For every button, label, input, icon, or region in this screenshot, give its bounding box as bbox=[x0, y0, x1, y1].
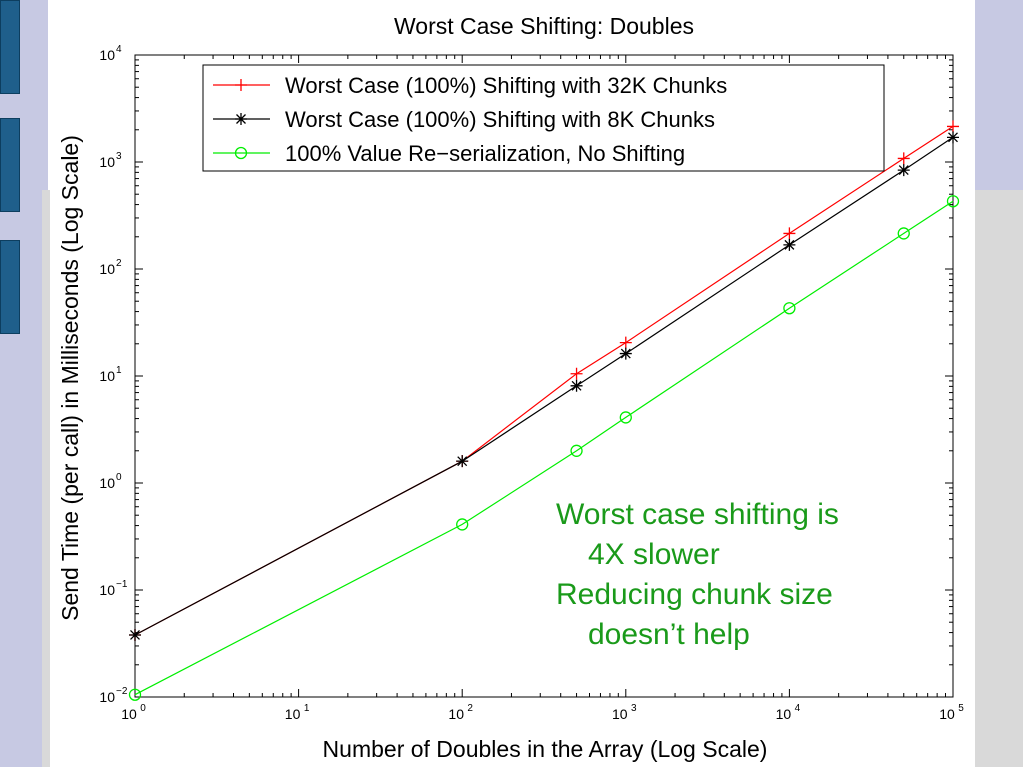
star-marker bbox=[235, 113, 247, 125]
star-marker bbox=[897, 164, 910, 177]
x-tick-exponent: 1 bbox=[304, 703, 310, 714]
x-tick-label: 10 bbox=[121, 706, 137, 722]
plus-marker bbox=[783, 227, 796, 240]
x-tick-label: 10 bbox=[776, 706, 792, 722]
circle-marker bbox=[570, 444, 583, 457]
y-tick-label: 10 bbox=[99, 47, 115, 63]
star-marker bbox=[570, 379, 583, 392]
circle-marker bbox=[234, 146, 248, 160]
x-tick-exponent: 4 bbox=[795, 703, 801, 714]
star-marker bbox=[783, 238, 796, 251]
y-tick-label: 10 bbox=[99, 475, 115, 491]
y-tick-exponent: 2 bbox=[116, 258, 122, 269]
legend-entry-label: Worst Case (100%) Shifting with 32K Chun… bbox=[285, 73, 727, 98]
plus-marker bbox=[570, 367, 583, 380]
legend-entry-label: 100% Value Re−serialization, No Shifting bbox=[285, 141, 685, 166]
plus-marker bbox=[619, 336, 632, 349]
star-marker bbox=[456, 455, 469, 468]
x-tick-label: 10 bbox=[939, 706, 955, 722]
slide-tab-1 bbox=[0, 0, 20, 94]
y-tick-label: 10 bbox=[99, 689, 115, 705]
slide-tab-2 bbox=[0, 118, 20, 212]
y-tick-label: 10 bbox=[99, 368, 115, 384]
y-tick-exponent: 4 bbox=[116, 44, 122, 55]
series-2 bbox=[129, 131, 959, 641]
circle-marker bbox=[783, 302, 796, 315]
slide-right-lower-border bbox=[975, 190, 1023, 767]
x-tick-label: 10 bbox=[612, 706, 628, 722]
x-tick-exponent: 2 bbox=[467, 703, 473, 714]
slide-right-border bbox=[975, 0, 1023, 190]
circle-marker bbox=[456, 518, 469, 531]
annotation-line-1: Worst case shifting is bbox=[556, 498, 839, 531]
y-tick-label: 10 bbox=[99, 154, 115, 170]
circle-marker bbox=[946, 195, 960, 208]
legend-entry-label: Worst Case (100%) Shifting with 8K Chunk… bbox=[285, 107, 715, 132]
x-tick-exponent: 3 bbox=[631, 703, 637, 714]
legend-box bbox=[202, 64, 885, 172]
annotation-line-2: 4X slower bbox=[588, 538, 720, 571]
annotation-line-3: Reducing chunk size bbox=[556, 578, 833, 611]
x-axis-label: Number of Doubles in the Array (Log Scal… bbox=[323, 736, 768, 762]
x-tick-label: 10 bbox=[285, 706, 301, 722]
circle-marker bbox=[128, 688, 142, 701]
series-line bbox=[134, 200, 954, 696]
series-3 bbox=[128, 195, 960, 701]
chart-title: Worst Case Shifting: Doubles bbox=[394, 13, 694, 39]
x-tick-exponent: 0 bbox=[140, 703, 146, 714]
annotation: Worst case shifting is 4X slower Reducin… bbox=[556, 495, 916, 655]
y-tick-label: 10 bbox=[99, 582, 115, 598]
y-tick-label: 10 bbox=[99, 261, 115, 277]
y-tick-exponent: 3 bbox=[116, 151, 122, 162]
circle-marker bbox=[619, 411, 632, 424]
y-axis-label: Send Time (per call) in Milliseconds (Lo… bbox=[57, 135, 83, 621]
y-tick-exponent: −1 bbox=[116, 579, 128, 590]
y-tick-exponent: 1 bbox=[116, 365, 122, 376]
y-tick-exponent: 0 bbox=[116, 472, 122, 483]
x-tick-label: 10 bbox=[448, 706, 464, 722]
plus-marker bbox=[235, 79, 247, 91]
x-tick-exponent: 5 bbox=[958, 703, 964, 714]
slide-left-strip bbox=[42, 190, 50, 767]
star-marker bbox=[129, 628, 141, 641]
annotation-line-4: doesn’t help bbox=[588, 618, 750, 651]
plus-marker bbox=[897, 152, 910, 165]
circle-marker bbox=[897, 227, 910, 240]
plus-marker bbox=[947, 120, 959, 133]
star-marker bbox=[619, 347, 632, 360]
legend: Worst Case (100%) Shifting with 32K Chun… bbox=[202, 64, 885, 172]
star-marker bbox=[947, 131, 959, 144]
slide-tab-3 bbox=[0, 240, 20, 334]
y-tick-exponent: −2 bbox=[116, 686, 128, 697]
